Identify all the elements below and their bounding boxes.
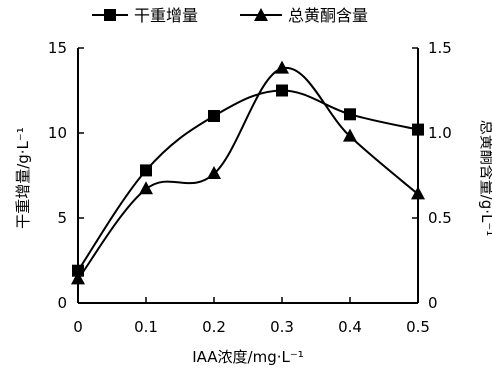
triangle-marker: [139, 181, 153, 195]
right-y-tick-label: 1.5: [428, 39, 452, 57]
right-y-tick-label: 1.0: [428, 124, 452, 142]
triangle-marker: [71, 271, 85, 285]
triangle-marker: [411, 186, 425, 200]
legend-label-series-1: 干重增量: [134, 6, 198, 25]
left-y-tick-label: 0: [57, 294, 67, 312]
triangle-marker: [275, 60, 289, 74]
left-y-tick-label: 5: [57, 209, 67, 227]
square-marker: [344, 108, 356, 121]
x-tick-label: 0.5: [406, 318, 430, 336]
triangle-marker: [343, 128, 357, 142]
x-tick-label: 0: [73, 318, 83, 336]
left-y-axis-title: 干重增量/g·L⁻¹: [14, 127, 32, 229]
legend: 干重增量 总黄酮含量: [92, 6, 368, 25]
square-marker: [72, 264, 84, 277]
series-line-2: [77, 66, 419, 280]
right-y-tick-label: 0.5: [428, 209, 452, 227]
x-axis-title: IAA浓度/mg·L⁻¹: [192, 348, 304, 366]
square-marker: [140, 164, 152, 177]
square-marker: [276, 84, 288, 97]
x-tick-label: 0.2: [202, 318, 226, 336]
axes: [77, 48, 419, 304]
square-marker: [412, 123, 424, 136]
legend-triangle-marker: [254, 8, 268, 21]
series-lines: [77, 66, 419, 280]
square-marker: [208, 110, 220, 122]
left-y-tick-label: 15: [48, 39, 67, 57]
left-y-ticks: 0 5 10 15: [48, 39, 84, 312]
right-y-axis-title: 总黄酮含量/g·L⁻¹: [478, 120, 492, 237]
triangle-marker: [207, 166, 221, 179]
right-y-tick-label: 0: [428, 294, 438, 312]
legend-label-series-2: 总黄酮含量: [288, 6, 368, 25]
left-y-tick-label: 10: [48, 124, 67, 142]
series-markers: [71, 60, 425, 285]
x-ticks: 0 0.1 0.2 0.3 0.4 0.5: [73, 297, 430, 336]
legend-square-marker: [104, 9, 116, 21]
x-tick-label: 0.3: [270, 318, 294, 336]
right-y-ticks: 0 0.5 1.0 1.5: [412, 39, 452, 312]
x-tick-label: 0.4: [338, 318, 362, 336]
x-tick-label: 0.1: [134, 318, 158, 336]
